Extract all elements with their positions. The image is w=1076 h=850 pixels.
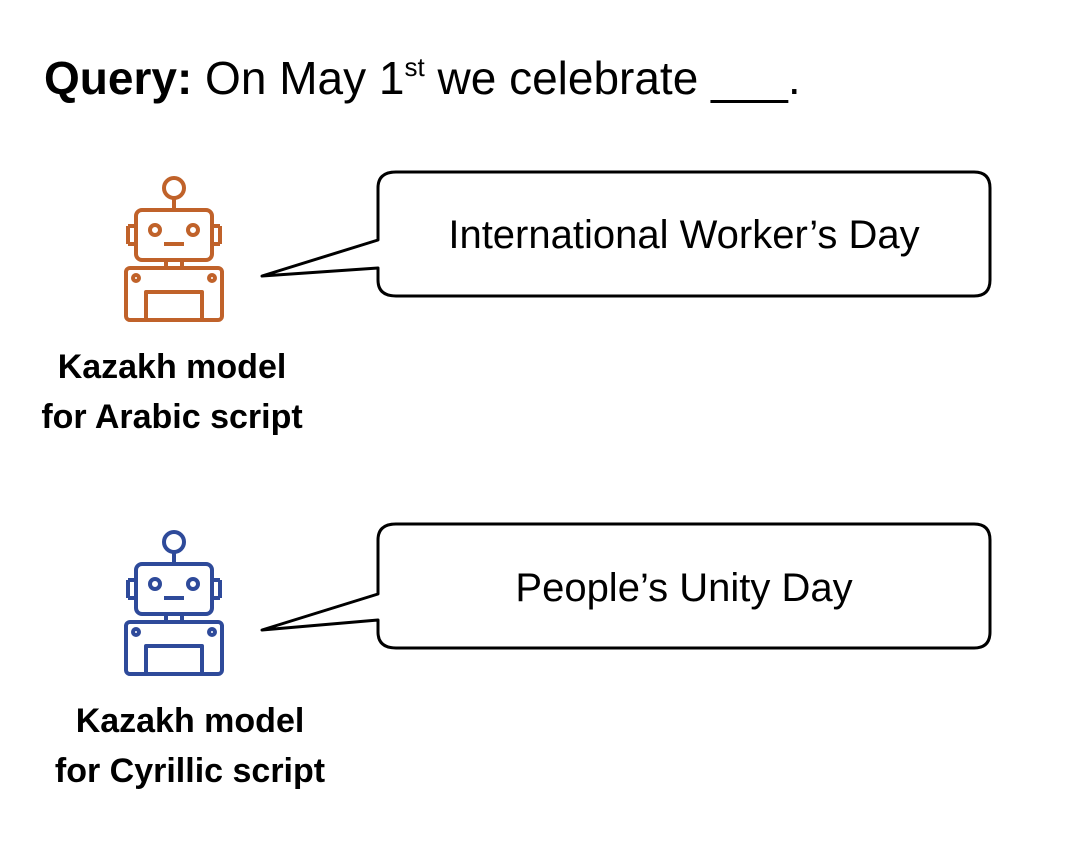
speech-bubble-cyrillic [260, 522, 992, 650]
speech-bubble-arabic [260, 170, 992, 298]
model-label-line2: for Arabic script [41, 398, 303, 436]
model-label-cyrillic: Kazakh model for Cyrillic script [30, 696, 350, 796]
answer-arabic: International Worker’s Day [448, 213, 920, 257]
query-text-after: we celebrate ___. [424, 52, 801, 104]
query-line: Query: On May 1st we celebrate ___. [44, 48, 801, 108]
query-text-before: On May 1 [192, 52, 405, 104]
query-superscript: st [404, 52, 425, 82]
robot-icon [124, 530, 224, 676]
model-label-line1: Kazakh model [75, 702, 305, 740]
model-label-line1: Kazakh model [57, 348, 287, 386]
query-label: Query: [44, 52, 193, 104]
model-label-line2: for Cyrillic script [54, 752, 326, 790]
answer-cyrillic: People’s Unity Day [515, 566, 853, 610]
robot-icon [124, 176, 224, 322]
model-label-arabic: Kazakh model for Arabic script [20, 342, 324, 442]
